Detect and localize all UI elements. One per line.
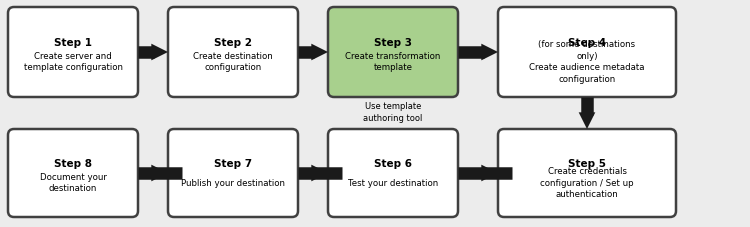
Text: Step 1: Step 1 (54, 38, 92, 48)
Text: Create credentials
configuration / Set up
authentication: Create credentials configuration / Set u… (540, 166, 634, 198)
Text: (for some destinations
only)
Create audience metadata
configuration: (for some destinations only) Create audi… (530, 40, 645, 84)
FancyBboxPatch shape (498, 129, 676, 217)
Text: Publish your destination: Publish your destination (181, 178, 285, 187)
FancyBboxPatch shape (328, 8, 458, 98)
Text: Document your
destination: Document your destination (40, 172, 106, 192)
Text: Step 8: Step 8 (54, 158, 92, 168)
FancyBboxPatch shape (8, 129, 138, 217)
Text: Create destination
configuration: Create destination configuration (194, 51, 273, 72)
Text: Step 4: Step 4 (568, 38, 606, 48)
Text: Test your destination: Test your destination (348, 178, 438, 187)
Text: Create transformation
template: Create transformation template (345, 51, 441, 72)
Text: Create server and
template configuration: Create server and template configuration (23, 51, 122, 72)
Text: Step 7: Step 7 (214, 158, 252, 168)
FancyBboxPatch shape (328, 129, 458, 217)
Text: Step 3: Step 3 (374, 38, 412, 48)
FancyBboxPatch shape (498, 8, 676, 98)
Text: Step 5: Step 5 (568, 158, 606, 168)
Text: Step 2: Step 2 (214, 38, 252, 48)
Text: Use template
authoring tool: Use template authoring tool (363, 101, 423, 122)
FancyBboxPatch shape (168, 8, 298, 98)
Text: Step 6: Step 6 (374, 158, 412, 168)
FancyBboxPatch shape (8, 8, 138, 98)
FancyBboxPatch shape (168, 129, 298, 217)
